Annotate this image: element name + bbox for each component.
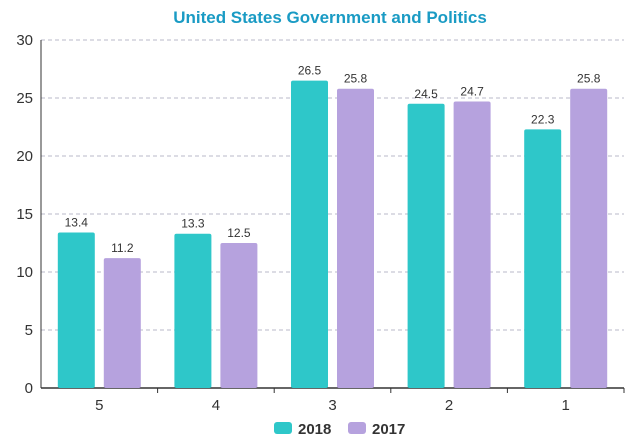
legend-label-2017: 2017 xyxy=(372,421,405,438)
data-label: 25.8 xyxy=(577,72,601,86)
data-label: 24.7 xyxy=(460,84,484,98)
y-tick-label: 5 xyxy=(25,322,33,339)
x-axis: 5 4 3 2 1 xyxy=(41,387,625,414)
data-label: 24.5 xyxy=(414,87,438,101)
bar-2018-5 xyxy=(57,232,95,388)
x-tick-label: 3 xyxy=(328,397,336,414)
bars xyxy=(57,80,608,389)
data-label: 25.8 xyxy=(344,72,368,86)
y-tick-label: 25 xyxy=(16,90,33,107)
bar-2018-4 xyxy=(174,233,212,388)
legend: 2018 2017 xyxy=(274,421,405,438)
legend-swatch-2018 xyxy=(274,422,292,434)
bar-2017-4 xyxy=(220,243,258,388)
bar-2017-1 xyxy=(570,88,608,388)
data-label: 22.3 xyxy=(531,112,555,126)
x-tick-label: 5 xyxy=(95,397,103,414)
y-axis: 0 5 10 15 20 25 30 xyxy=(16,32,42,397)
data-labels: 13.4 11.2 13.3 12.5 26.5 25.8 24.5 24.7 22.3 25.8 xyxy=(65,64,601,255)
data-label: 13.3 xyxy=(181,217,205,231)
data-label: 11.2 xyxy=(111,241,134,255)
y-tick-label: 10 xyxy=(16,264,33,281)
y-tick-label: 0 xyxy=(25,380,33,397)
bar-2018-2 xyxy=(407,103,445,389)
data-label: 12.5 xyxy=(227,226,251,240)
bar-2018-1 xyxy=(524,129,562,388)
legend-label-2018: 2018 xyxy=(298,421,331,438)
bar-2017-3 xyxy=(337,88,374,388)
data-label: 13.4 xyxy=(65,216,89,230)
x-tick-label: 2 xyxy=(445,397,453,414)
x-tick-label: 1 xyxy=(562,397,570,414)
chart-title: United States Government and Politics xyxy=(173,8,487,27)
legend-swatch-2017 xyxy=(348,422,366,434)
y-tick-label: 30 xyxy=(16,32,33,49)
y-tick-label: 15 xyxy=(16,206,33,223)
data-label: 26.5 xyxy=(298,64,322,78)
y-tick-label: 20 xyxy=(16,148,33,165)
bar-2017-5 xyxy=(103,258,141,388)
bar-2018-3 xyxy=(291,80,328,388)
bar-2017-2 xyxy=(453,101,491,388)
x-tick-label: 4 xyxy=(212,397,220,414)
